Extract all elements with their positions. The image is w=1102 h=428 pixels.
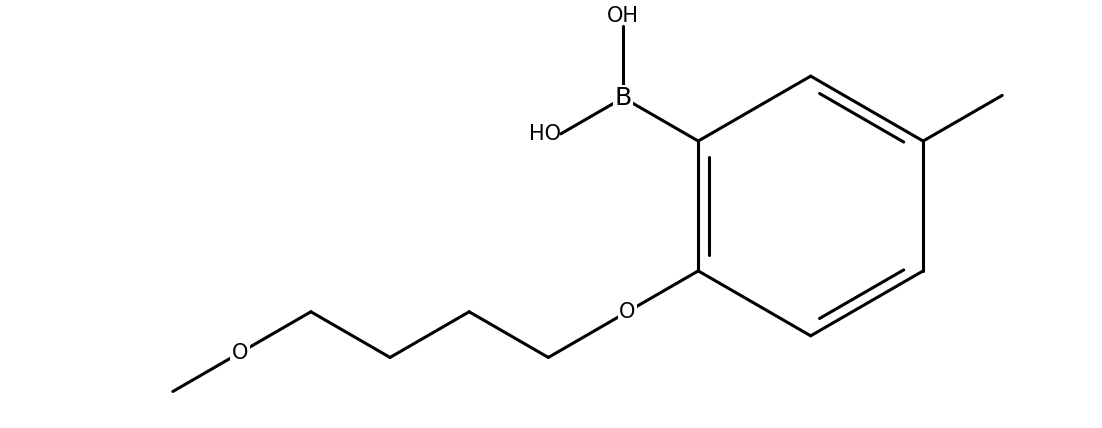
Text: O: O [231, 343, 248, 363]
Text: OH: OH [607, 6, 639, 26]
Text: HO: HO [529, 124, 561, 144]
Text: O: O [619, 302, 636, 322]
Text: B: B [615, 86, 631, 110]
